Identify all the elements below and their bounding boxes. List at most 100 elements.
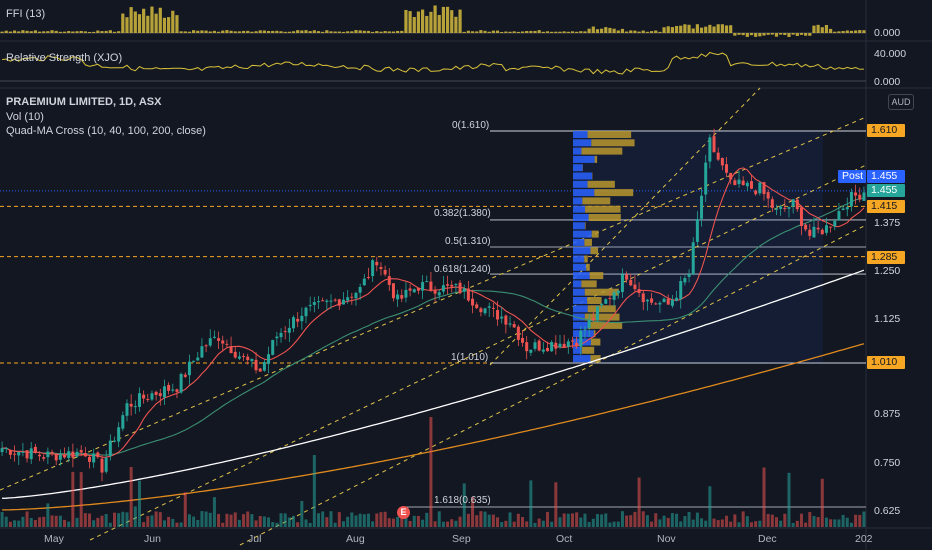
ma-indicator-label[interactable]: Quad-MA Cross (10, 40, 100, 200, close) bbox=[6, 125, 206, 137]
candle-body bbox=[58, 454, 62, 460]
volume-bar bbox=[88, 513, 92, 527]
volume-bar bbox=[508, 512, 512, 527]
ffi-bar bbox=[820, 27, 824, 33]
post-price-tag: 1.455 bbox=[867, 170, 905, 183]
candle-body bbox=[167, 384, 171, 391]
ffi-bar bbox=[54, 30, 58, 33]
month-jun: Jun bbox=[144, 533, 161, 545]
volume-bar bbox=[687, 512, 691, 527]
ffi-bar bbox=[175, 15, 179, 34]
fib-bottom-price-tag: 1.010 bbox=[867, 356, 905, 369]
volume-bar bbox=[46, 503, 50, 527]
candle-body bbox=[716, 152, 720, 160]
ffi-bar bbox=[225, 30, 229, 33]
volume-bar bbox=[625, 515, 629, 527]
candle-body bbox=[604, 299, 608, 304]
volume-bar bbox=[246, 511, 250, 527]
candle-body bbox=[0, 448, 4, 453]
volume-bar bbox=[237, 519, 241, 527]
fib-label-1: 1(1.010) bbox=[451, 352, 489, 363]
volume-bar bbox=[695, 512, 699, 527]
volume-profile-bar bbox=[590, 355, 601, 363]
candle-body bbox=[183, 374, 187, 377]
candle-body bbox=[283, 331, 287, 333]
candle-body bbox=[475, 304, 479, 309]
candle-body bbox=[208, 338, 212, 346]
volume-bar bbox=[208, 512, 212, 527]
candle-body bbox=[541, 349, 545, 352]
volume-bar bbox=[537, 518, 541, 527]
candle-body bbox=[441, 285, 445, 292]
ffi-bar bbox=[853, 30, 858, 33]
volume-bar bbox=[479, 511, 483, 527]
currency-badge[interactable]: AUD bbox=[888, 94, 914, 110]
ffi-bar bbox=[433, 5, 437, 33]
candle-body bbox=[537, 340, 541, 351]
volume-bar bbox=[799, 513, 803, 527]
volume-bar bbox=[658, 519, 662, 527]
ffi-bar bbox=[212, 30, 217, 33]
ffi-bar bbox=[108, 30, 112, 33]
candle-body bbox=[375, 261, 379, 266]
volume-bar bbox=[720, 519, 724, 527]
volume-bar bbox=[204, 511, 208, 527]
volume-bar bbox=[496, 517, 500, 527]
volume-bar bbox=[267, 517, 271, 527]
volume-bar bbox=[341, 521, 345, 527]
candle-body bbox=[675, 297, 679, 301]
ffi-bar bbox=[420, 9, 425, 33]
candle-body bbox=[670, 299, 674, 306]
candle-body bbox=[63, 455, 67, 458]
candle-body bbox=[645, 299, 649, 302]
candle-body bbox=[79, 450, 83, 453]
volume-bar bbox=[654, 513, 658, 527]
candle-body bbox=[704, 162, 708, 195]
ffi-bar bbox=[608, 27, 612, 33]
ffi-bar bbox=[350, 31, 354, 33]
ffi-bar bbox=[396, 30, 400, 33]
ffi-bar bbox=[254, 31, 258, 33]
earnings-marker[interactable]: E bbox=[397, 506, 410, 519]
ffi-bar bbox=[429, 11, 433, 34]
volume-bar bbox=[575, 512, 579, 527]
candle-body bbox=[46, 451, 50, 458]
volume-bar bbox=[183, 492, 187, 527]
candle-body bbox=[275, 336, 279, 339]
candle-body bbox=[591, 318, 595, 320]
volume-bar bbox=[471, 497, 475, 527]
ffi-bar bbox=[71, 31, 75, 33]
ffi-bar bbox=[241, 30, 246, 33]
ffi-bar bbox=[529, 30, 533, 33]
ffi-bar bbox=[833, 31, 837, 33]
candle-body bbox=[75, 451, 79, 457]
volume-bar bbox=[587, 521, 591, 527]
volume-bar bbox=[96, 517, 100, 527]
candle-body bbox=[737, 179, 741, 185]
ffi-bar bbox=[325, 30, 329, 33]
ffi-bar bbox=[495, 30, 500, 33]
volume-bar bbox=[346, 516, 350, 527]
volume-bar bbox=[121, 511, 125, 527]
volume-bar bbox=[154, 511, 158, 527]
ffi-bar bbox=[58, 31, 62, 33]
volume-bar bbox=[358, 513, 362, 527]
volume-bar bbox=[379, 512, 383, 527]
volume-bar bbox=[250, 514, 254, 527]
ffi-bar bbox=[200, 30, 204, 33]
candle-body bbox=[433, 290, 437, 294]
candle-body bbox=[708, 137, 712, 162]
vol-indicator-label[interactable]: Vol (10) bbox=[6, 111, 44, 123]
volume-bar bbox=[158, 512, 162, 527]
ffi-bar bbox=[329, 31, 333, 33]
candle-body bbox=[404, 289, 408, 298]
ffi-bar bbox=[379, 31, 383, 33]
volume-bar bbox=[566, 513, 570, 527]
fib-top-price-tag: 1.610 bbox=[867, 124, 905, 137]
candle-body bbox=[217, 338, 221, 341]
volume-bar bbox=[712, 518, 716, 527]
candle-body bbox=[570, 340, 574, 342]
ffi-bar bbox=[637, 31, 641, 33]
volume-bar bbox=[858, 514, 862, 527]
ffi-bar bbox=[183, 31, 187, 33]
